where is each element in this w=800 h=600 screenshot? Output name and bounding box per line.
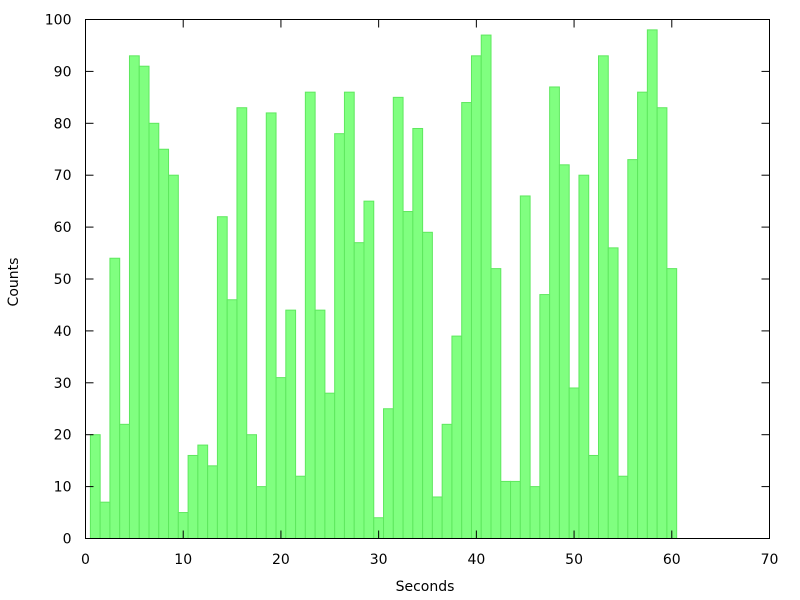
bar-22 bbox=[295, 475, 306, 539]
y-tick-label-30: 30 bbox=[54, 376, 72, 392]
x-tick-label-10: 10 bbox=[174, 552, 192, 568]
bar-19 bbox=[265, 112, 277, 539]
bar-50 bbox=[568, 387, 580, 539]
x-tick-label-70: 70 bbox=[761, 552, 779, 568]
bar-48 bbox=[549, 86, 560, 539]
bar-25 bbox=[324, 392, 336, 539]
bar-6 bbox=[138, 65, 150, 540]
bar-9 bbox=[168, 174, 179, 539]
y-tick-label-20: 20 bbox=[54, 428, 72, 444]
bar-51 bbox=[578, 174, 590, 539]
bar-52 bbox=[588, 454, 600, 539]
y-tick-label-10: 10 bbox=[54, 480, 72, 496]
x-tick-label-40: 40 bbox=[467, 552, 485, 568]
bar-39 bbox=[461, 102, 472, 539]
bar-57 bbox=[637, 91, 648, 539]
bar-16 bbox=[236, 107, 248, 539]
bar-27 bbox=[343, 91, 355, 539]
bar-60 bbox=[666, 268, 678, 539]
bar-17 bbox=[246, 434, 258, 540]
bar-54 bbox=[607, 247, 619, 540]
bar-43 bbox=[500, 480, 512, 540]
bar-59 bbox=[656, 107, 668, 539]
bar-2 bbox=[99, 501, 111, 540]
bar-7 bbox=[148, 122, 160, 540]
x-tick-label-30: 30 bbox=[370, 552, 388, 568]
bar-31 bbox=[383, 408, 394, 539]
bar-49 bbox=[558, 164, 570, 539]
bar-33 bbox=[402, 211, 414, 539]
bar-45 bbox=[519, 195, 531, 540]
bar-58 bbox=[646, 29, 658, 539]
bar-12 bbox=[197, 444, 209, 539]
y-tick-label-100: 100 bbox=[45, 13, 72, 29]
bar-20 bbox=[275, 377, 287, 539]
x-tick-label-50: 50 bbox=[565, 552, 583, 568]
bar-24 bbox=[314, 309, 326, 540]
bar-44 bbox=[510, 480, 521, 540]
bar-32 bbox=[392, 96, 404, 539]
bar-3 bbox=[109, 257, 121, 539]
bar-28 bbox=[353, 242, 365, 539]
bar-46 bbox=[529, 486, 541, 540]
x-tick-label-20: 20 bbox=[272, 552, 290, 568]
y-tick-label-80: 80 bbox=[54, 116, 72, 132]
x-axis-label: Seconds bbox=[396, 579, 455, 595]
x-tick-label-0: 0 bbox=[81, 552, 90, 568]
bar-18 bbox=[256, 486, 267, 540]
bar-29 bbox=[363, 200, 375, 539]
y-tick-label-50: 50 bbox=[54, 272, 72, 288]
bar-38 bbox=[451, 335, 463, 539]
y-tick-label-40: 40 bbox=[54, 324, 72, 340]
bar-5 bbox=[128, 55, 140, 540]
bar-55 bbox=[617, 475, 629, 539]
bar-23 bbox=[304, 91, 316, 539]
y-tick-label-60: 60 bbox=[54, 220, 72, 236]
y-tick-label-0: 0 bbox=[63, 532, 72, 548]
bars-group bbox=[89, 29, 678, 540]
bar-21 bbox=[285, 309, 297, 540]
bar-13 bbox=[207, 465, 218, 539]
ticks-group: 0 10 20 30 40 50 60 70 0 10 20 30 40 50 60 70 80 90 100 bbox=[45, 13, 779, 569]
bar-15 bbox=[226, 299, 238, 540]
bar-41 bbox=[480, 34, 492, 539]
bar-26 bbox=[334, 133, 345, 539]
bar-8 bbox=[158, 148, 170, 539]
bar-14 bbox=[216, 216, 228, 539]
bar-53 bbox=[598, 55, 609, 540]
bar-56 bbox=[627, 159, 639, 539]
x-tick-label-60: 60 bbox=[663, 552, 681, 568]
bar-35 bbox=[422, 231, 433, 539]
bar-36 bbox=[431, 496, 443, 540]
bar-47 bbox=[539, 294, 551, 539]
bar-37 bbox=[441, 423, 453, 540]
y-tick-label-70: 70 bbox=[54, 168, 72, 184]
bar-34 bbox=[412, 127, 424, 540]
bar-42 bbox=[490, 268, 502, 539]
y-axis-label: Counts bbox=[6, 258, 22, 307]
bar-11 bbox=[187, 454, 199, 539]
bar-4 bbox=[119, 423, 130, 540]
y-tick-label-90: 90 bbox=[54, 64, 72, 80]
bar-40 bbox=[470, 55, 482, 540]
